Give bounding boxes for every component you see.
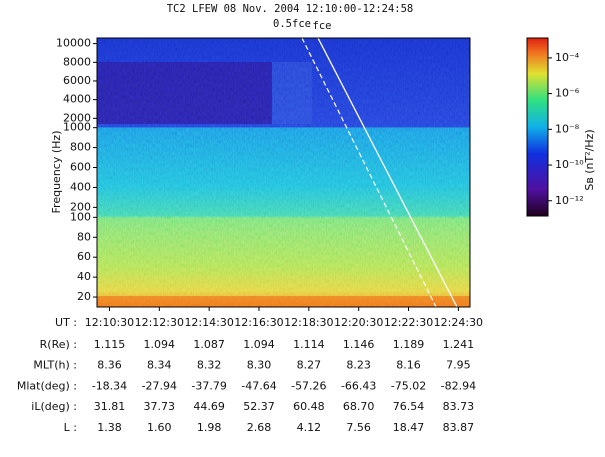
- ephemeris-label: R(Re) :: [40, 338, 77, 351]
- ephemeris-value: -66.43: [341, 379, 376, 392]
- x-tick-label: 12:12:30: [135, 316, 184, 329]
- colorbar-tick-label: 10⁻¹²: [555, 194, 584, 207]
- ephemeris-value: -82.94: [441, 379, 476, 392]
- y-axis-label: Frequency (Hz): [50, 131, 63, 214]
- y-tick-label: 600: [70, 161, 91, 174]
- ephemeris-label: iL(deg) :: [31, 400, 77, 413]
- y-tick-label: 60: [77, 250, 91, 263]
- chart-title: TC2 LFEW 08 Nov. 2004 12:10:00-12:24:58: [167, 3, 414, 15]
- colorbar-tick-label: 10⁻¹⁰: [555, 158, 584, 171]
- ephemeris-value: 52.37: [243, 400, 275, 413]
- half-fce-line: [301, 38, 437, 307]
- ephemeris-value: -57.26: [291, 379, 326, 392]
- y-tick-label: 800: [70, 141, 91, 154]
- ephemeris-value: 1.094: [243, 338, 275, 351]
- ephemeris-label: Mlat(deg) :: [17, 379, 77, 392]
- ephemeris-value: 7.56: [346, 421, 371, 434]
- ephemeris-value: 8.16: [396, 359, 421, 372]
- y-tick-label: 100: [70, 210, 91, 223]
- ephemeris-value: 1.115: [94, 338, 126, 351]
- ephemeris-value: 68.70: [343, 400, 375, 413]
- ephemeris-value: 31.81: [94, 400, 126, 413]
- ephemeris-value: 37.73: [144, 400, 176, 413]
- ephemeris-value: 1.60: [147, 421, 172, 434]
- ephemeris-value: 1.38: [97, 421, 122, 434]
- colorbar-tick-label: 10⁻⁴: [555, 51, 580, 64]
- ephemeris-value: 7.95: [446, 359, 471, 372]
- x-tick-label: 12:18:30: [284, 316, 333, 329]
- ephemeris-value: 1.241: [443, 338, 475, 351]
- ephemeris-value: 1.189: [393, 338, 425, 351]
- ephemeris-value: -75.02: [391, 379, 426, 392]
- ephemeris-value: 83.87: [443, 421, 475, 434]
- y-tick-label: 1000: [63, 121, 91, 134]
- annotation: 0.5fce: [273, 18, 311, 30]
- x-tick-label: 12:16:30: [234, 316, 283, 329]
- ephemeris-value: 44.69: [193, 400, 225, 413]
- y-tick-label: 6000: [63, 74, 91, 87]
- fce-line: [317, 38, 458, 307]
- x-tick-label: 12:24:30: [434, 316, 483, 329]
- ephemeris-value: 8.34: [147, 359, 172, 372]
- ephemeris-label: MLT(h) :: [33, 359, 77, 372]
- ephemeris-value: 8.36: [97, 359, 122, 372]
- x-tick-label: 12:14:30: [184, 316, 233, 329]
- ephemeris-value: 1.087: [193, 338, 225, 351]
- colorbar: [526, 37, 549, 217]
- ephemeris-value: 8.30: [247, 359, 272, 372]
- y-tick-label: 8000: [63, 55, 91, 68]
- ephemeris-value: 60.48: [293, 400, 325, 413]
- ephemeris-value: 2.68: [247, 421, 272, 434]
- colorbar-tick-label: 10⁻⁶: [555, 87, 580, 100]
- ephemeris-value: 76.54: [393, 400, 425, 413]
- spectrogram-region: [97, 296, 470, 307]
- ephemeris-value: 83.73: [443, 400, 475, 413]
- y-tick-label: 20: [77, 290, 91, 303]
- ephemeris-value: -37.79: [191, 379, 226, 392]
- x-tick-label: 12:20:30: [334, 316, 383, 329]
- x-axis-label: UT :: [55, 316, 77, 329]
- ephemeris-value: -47.64: [241, 379, 276, 392]
- ephemeris-value: -18.34: [92, 379, 127, 392]
- y-tick-label: 4000: [63, 93, 91, 106]
- y-tick-label: 10000: [56, 37, 91, 50]
- ephemeris-label: L :: [64, 421, 77, 434]
- ephemeris-value: 18.47: [393, 421, 425, 434]
- plot-frame: [96, 37, 471, 308]
- y-tick-label: 400: [70, 180, 91, 193]
- colorbar-label: Sʙ (nT²/Hz): [583, 129, 596, 190]
- y-tick-label: 2000: [63, 111, 91, 124]
- y-tick-label: 80: [77, 230, 91, 243]
- y-tick-label: 200: [70, 200, 91, 213]
- ephemeris-value: 1.114: [293, 338, 325, 351]
- ephemeris-value: -27.94: [142, 379, 177, 392]
- colorbar-tick-label: 10⁻⁸: [555, 122, 580, 135]
- x-tick-label: 12:10:30: [85, 316, 134, 329]
- ephemeris-value: 1.98: [197, 421, 222, 434]
- x-tick-label: 12:22:30: [384, 316, 433, 329]
- ephemeris-value: 8.32: [197, 359, 222, 372]
- ephemeris-value: 1.094: [144, 338, 176, 351]
- ephemeris-value: 8.23: [346, 359, 371, 372]
- ephemeris-value: 4.12: [297, 421, 322, 434]
- spectrogram-image: [97, 38, 470, 307]
- annotation: fce: [313, 20, 332, 32]
- ephemeris-value: 8.27: [297, 359, 322, 372]
- ephemeris-value: 1.146: [343, 338, 375, 351]
- spectrogram-noise: [97, 38, 470, 307]
- y-tick-label: 40: [77, 270, 91, 283]
